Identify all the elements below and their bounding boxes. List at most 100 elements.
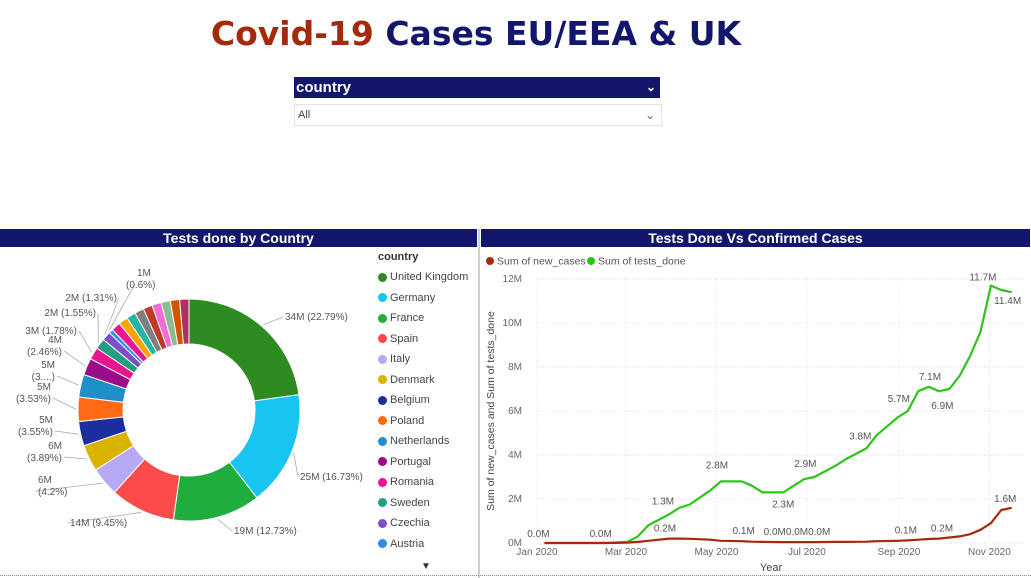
series-legend-label[interactable]: Sum of tests_done bbox=[598, 256, 686, 268]
legend-label: Romania bbox=[390, 476, 435, 489]
donut-leader-line bbox=[78, 330, 93, 353]
donut-leader-line bbox=[67, 511, 142, 524]
donut-data-label: 5M (3.53%) bbox=[16, 382, 51, 405]
legend-swatch bbox=[378, 477, 387, 487]
x-tick-label: Jan 2020 bbox=[516, 547, 558, 558]
x-tick-label: Jul 2020 bbox=[788, 547, 826, 558]
series-legend-swatch bbox=[587, 257, 595, 265]
line-data-label: 2.9M bbox=[794, 459, 816, 470]
legend-title: country bbox=[378, 251, 419, 263]
donut-leader-line bbox=[54, 430, 79, 435]
line-data-label: 0.1M bbox=[895, 525, 917, 536]
donut-data-label: 6M (3.89%) bbox=[27, 441, 62, 464]
chevron-down-icon[interactable]: ⌄ bbox=[645, 80, 656, 94]
country-slicer-dropdown[interactable]: All ⌄ bbox=[294, 104, 662, 126]
donut-leader-line bbox=[109, 283, 136, 330]
x-tick-label: Mar 2020 bbox=[605, 547, 648, 558]
donut-data-label: 2M (1.55%) bbox=[44, 308, 96, 319]
legend-item[interactable]: Poland bbox=[378, 411, 468, 432]
line-data-label: 0.0M0.0M0.0M bbox=[764, 527, 831, 538]
legend-swatch bbox=[378, 436, 387, 446]
y-tick-label: 0M bbox=[508, 538, 522, 549]
country-slicer-header[interactable]: country ⌄ bbox=[294, 77, 660, 98]
line-data-label: 0.2M bbox=[654, 524, 676, 535]
legend-label: Austria bbox=[390, 537, 425, 550]
legend-swatch bbox=[378, 272, 387, 282]
legend-item[interactable]: Belgium bbox=[378, 390, 468, 411]
donut-slice[interactable] bbox=[179, 298, 190, 345]
legend-swatch bbox=[378, 539, 387, 549]
legend-label: Czechia bbox=[390, 517, 430, 530]
legend-swatch bbox=[378, 518, 387, 528]
legend-item[interactable]: Germany bbox=[378, 288, 468, 309]
donut-data-label: 5M (3....) bbox=[32, 360, 55, 383]
legend-item[interactable]: Sweden bbox=[378, 493, 468, 514]
line-data-label: 11.4M bbox=[994, 296, 1021, 307]
legend-scroll-down-icon[interactable]: ▼ bbox=[421, 561, 431, 572]
donut-data-label: 14M (9.45%) bbox=[70, 518, 127, 529]
donut-leader-line bbox=[35, 482, 103, 492]
legend-item[interactable]: France bbox=[378, 308, 468, 329]
legend-label: Sweden bbox=[390, 496, 430, 509]
legend-swatch bbox=[378, 293, 387, 303]
x-tick-label: May 2020 bbox=[695, 547, 739, 558]
legend-item[interactable]: United Kingdom bbox=[378, 267, 468, 288]
donut-panel-title: Tests done by Country bbox=[0, 229, 477, 247]
legend-label: Netherlands bbox=[390, 435, 450, 448]
donut-data-label: 1M (0.6%) bbox=[126, 268, 155, 291]
legend-item[interactable]: Denmark bbox=[378, 370, 468, 391]
donut-data-label: 4M (2.46%) bbox=[27, 335, 62, 358]
donut-leader-line bbox=[263, 316, 284, 326]
donut-leader-line bbox=[217, 518, 233, 532]
legend-item[interactable]: Romania bbox=[378, 472, 468, 493]
donut-leader-line bbox=[63, 456, 88, 460]
donut-slice[interactable] bbox=[188, 298, 300, 402]
line-data-label: 5.7M bbox=[888, 394, 910, 405]
donut-data-label: 34M (22.79%) bbox=[285, 312, 348, 323]
legend-swatch bbox=[378, 498, 387, 508]
x-axis-title: Year bbox=[760, 562, 783, 574]
line-data-label: 7.1M bbox=[919, 372, 941, 383]
page-title: Covid-19 Cases EU/EEA & UK bbox=[0, 14, 952, 53]
y-tick-label: 6M bbox=[508, 406, 522, 417]
legend-label: Poland bbox=[390, 414, 425, 427]
series-legend-swatch bbox=[486, 257, 494, 265]
legend-swatch bbox=[378, 334, 387, 344]
donut-data-label: 3M (1.78%) bbox=[25, 326, 77, 337]
legend-item[interactable]: Portugal bbox=[378, 452, 468, 473]
legend-label: Italy bbox=[390, 353, 411, 366]
y-tick-label: 8M bbox=[508, 362, 522, 373]
slicer-header-label: country bbox=[296, 79, 352, 96]
x-tick-label: Nov 2020 bbox=[968, 547, 1011, 558]
legend-label: Denmark bbox=[390, 373, 435, 386]
series-line[interactable] bbox=[544, 284, 1012, 545]
line-data-label: 6.9M bbox=[931, 401, 953, 412]
series-legend-label[interactable]: Sum of new_cases bbox=[497, 256, 586, 268]
line-chart[interactable]: Sum of new_cases Sum of tests_done 0M 2M 4M… bbox=[481, 248, 1031, 578]
donut-data-label: 25M (16.73%) bbox=[300, 472, 363, 483]
donut-data-label: 2M (1.31%) bbox=[65, 293, 117, 304]
line-data-label: 0.2M bbox=[931, 524, 953, 535]
line-data-label: 11.7M bbox=[969, 273, 996, 284]
series-line[interactable] bbox=[544, 506, 1012, 545]
legend-label: Spain bbox=[390, 332, 419, 345]
slicer-value: All bbox=[298, 109, 311, 121]
line-data-label: 3.8M bbox=[849, 431, 871, 442]
y-tick-label: 12M bbox=[503, 274, 522, 285]
legend-item[interactable]: Spain bbox=[378, 329, 468, 350]
legend-item[interactable]: Italy bbox=[378, 349, 468, 370]
legend-item[interactable]: Austria bbox=[378, 534, 468, 555]
donut-data-label: 5M (3.55%) bbox=[18, 415, 53, 438]
legend-swatch bbox=[378, 395, 387, 405]
bottom-divider bbox=[0, 575, 1031, 576]
legend-item[interactable]: Czechia bbox=[378, 513, 468, 534]
legend-swatch bbox=[378, 375, 387, 385]
donut-chart[interactable]: 34M (22.79%) 25M (16.73%) 19M (12.73%) 14M … bbox=[0, 248, 478, 578]
donut-leader-line bbox=[63, 350, 86, 367]
donut-leader-line bbox=[104, 297, 120, 335]
donut-data-label: 6M (4.2%) bbox=[38, 475, 67, 498]
legend-item[interactable]: Netherlands bbox=[378, 431, 468, 452]
line-data-label: 0.1M bbox=[733, 526, 755, 537]
legend-label: Portugal bbox=[390, 455, 431, 468]
line-data-label: 1.6M bbox=[994, 494, 1016, 505]
